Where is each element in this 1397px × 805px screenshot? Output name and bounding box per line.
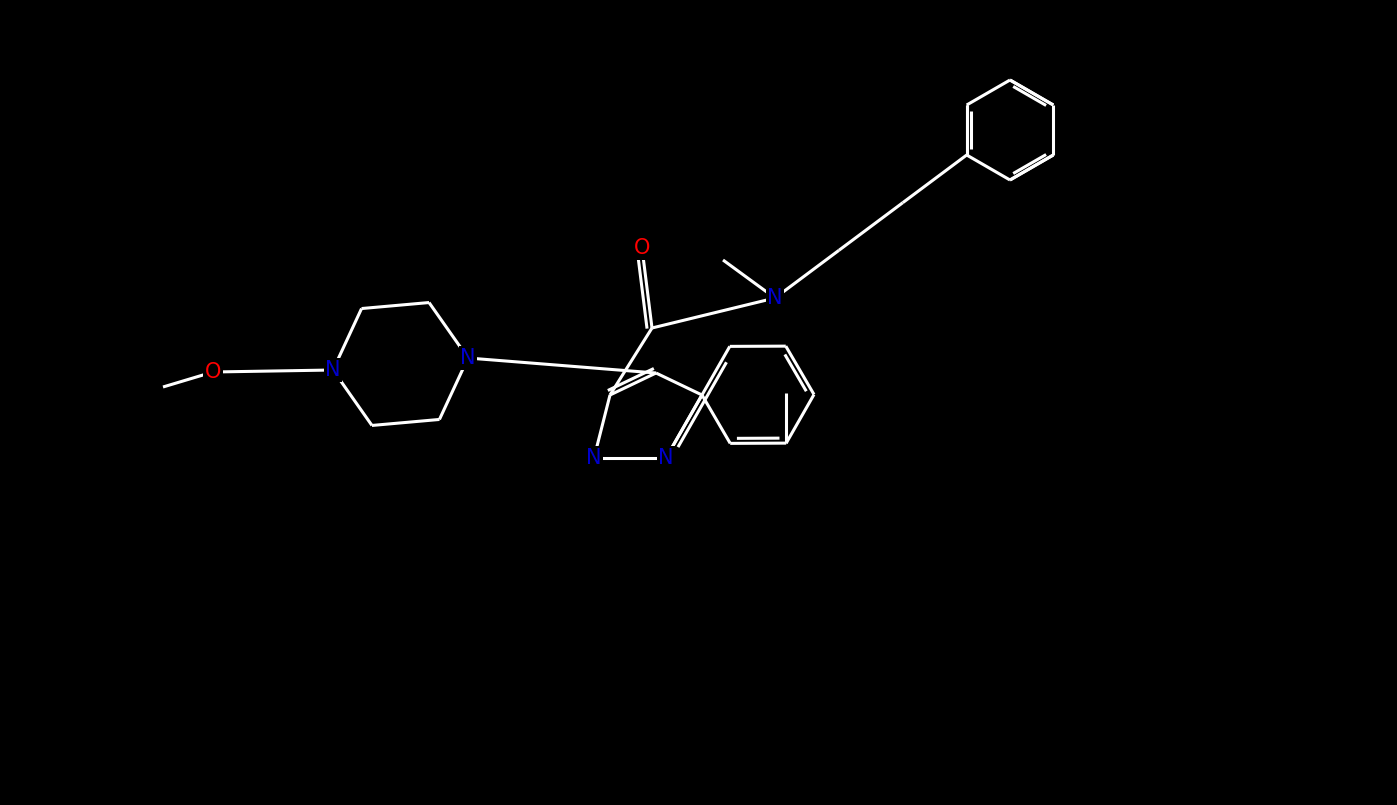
Text: O: O [205, 362, 221, 382]
Text: N: N [587, 448, 602, 468]
Text: N: N [658, 448, 673, 468]
Text: N: N [326, 360, 341, 380]
Text: O: O [634, 238, 650, 258]
Text: N: N [460, 348, 476, 368]
Text: N: N [767, 288, 782, 308]
